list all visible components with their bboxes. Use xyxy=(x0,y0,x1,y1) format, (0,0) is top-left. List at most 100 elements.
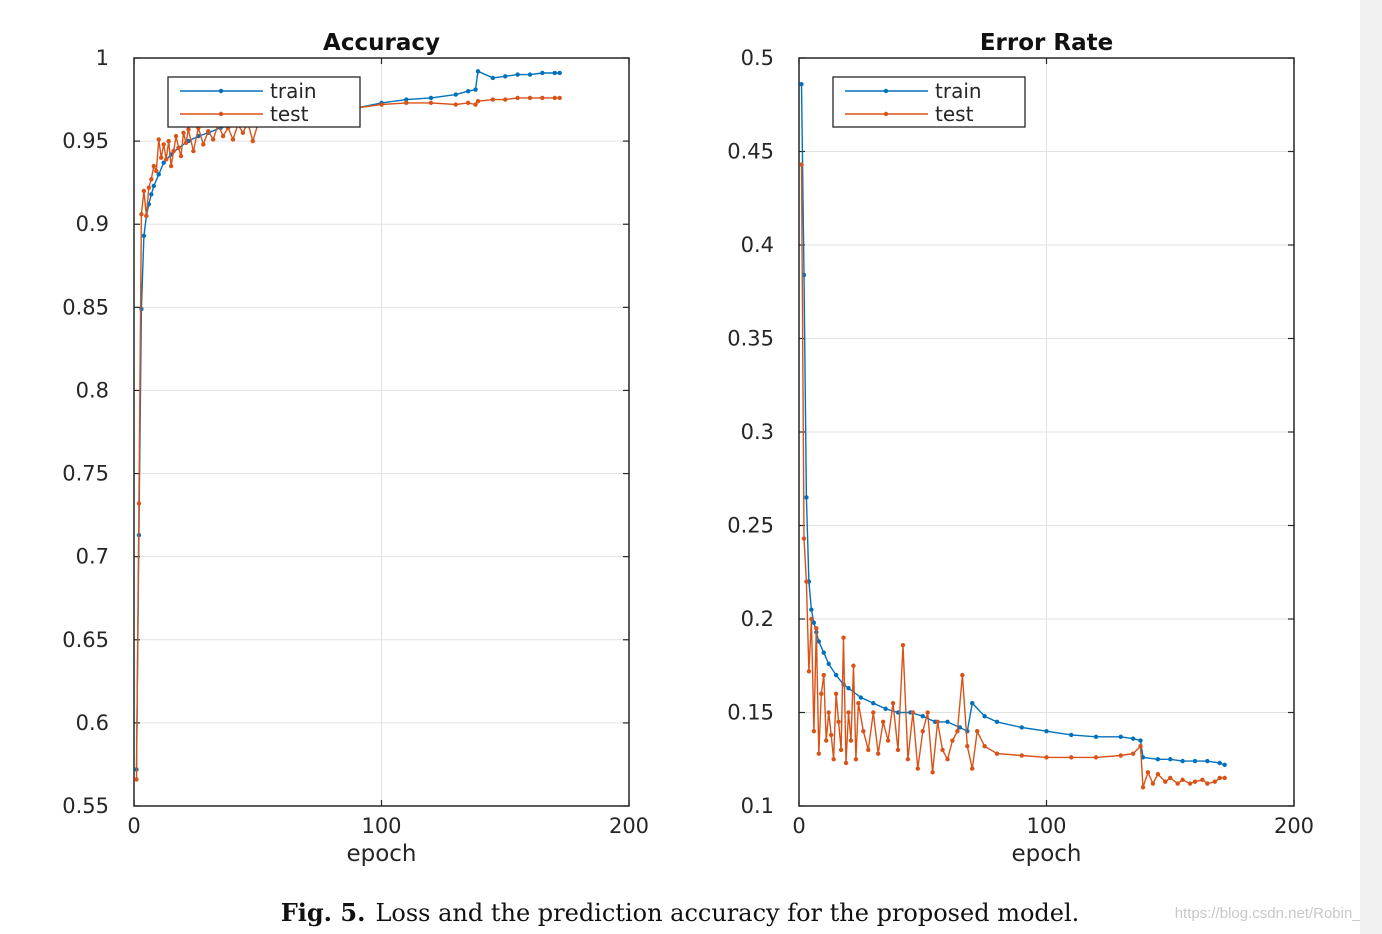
data-point-train xyxy=(1019,725,1024,730)
data-point-test xyxy=(1180,777,1185,783)
data-point-test xyxy=(527,95,533,101)
data-point-test xyxy=(809,616,814,622)
page-scrollbar[interactable] xyxy=(1360,0,1382,934)
data-point-test xyxy=(173,133,179,139)
caption-text: Loss and the prediction accuracy for the… xyxy=(375,899,1080,927)
data-point-test xyxy=(473,102,478,107)
data-point-test xyxy=(799,162,804,167)
data-point-test xyxy=(515,95,520,101)
y-tick-label: 0.2 xyxy=(741,607,774,631)
data-point-train xyxy=(404,97,409,102)
data-point-train xyxy=(1180,758,1185,764)
data-point-test xyxy=(220,133,226,139)
data-point-test xyxy=(1069,755,1074,760)
data-point-train xyxy=(970,700,975,706)
data-point-train xyxy=(826,661,831,667)
y-tick-label: 0.6 xyxy=(76,711,109,735)
data-point-test xyxy=(871,710,876,715)
data-point-test xyxy=(843,760,849,766)
data-point-test xyxy=(1217,775,1222,781)
y-tick-label: 0.15 xyxy=(727,701,774,725)
y-tick-label: 0.65 xyxy=(62,628,109,652)
data-point-test xyxy=(211,137,216,142)
data-point-train xyxy=(1192,758,1198,764)
data-point-test xyxy=(168,163,174,169)
y-tick-label: 0.7 xyxy=(76,545,109,569)
x-axis-label: epoch xyxy=(346,841,416,867)
data-point-test xyxy=(144,213,149,219)
x-tick-label: 200 xyxy=(609,814,649,838)
data-point-train xyxy=(156,172,161,177)
data-point-test xyxy=(453,102,458,107)
data-point-train xyxy=(453,92,458,97)
data-point-train xyxy=(1138,738,1143,743)
data-point-test xyxy=(833,691,839,696)
data-point-test xyxy=(846,710,851,715)
data-point-test xyxy=(930,770,935,775)
data-point-test xyxy=(970,766,975,771)
data-point-train xyxy=(920,714,925,719)
data-point-test xyxy=(876,751,881,756)
data-point-test xyxy=(1140,785,1146,790)
data-point-test xyxy=(178,153,184,159)
data-point-train xyxy=(1155,757,1161,762)
data-point-train xyxy=(552,70,557,76)
data-point-test xyxy=(1222,775,1227,781)
data-point-train xyxy=(557,70,562,76)
data-point-test xyxy=(475,99,481,104)
data-point-train xyxy=(1205,758,1210,764)
data-point-test xyxy=(960,672,965,678)
data-point-test xyxy=(890,700,896,706)
data-point-test xyxy=(156,137,161,142)
data-point-test xyxy=(935,719,940,725)
data-point-test xyxy=(994,751,1000,756)
data-point-test xyxy=(905,757,911,762)
data-point-test xyxy=(183,140,189,145)
data-point-train xyxy=(475,69,481,74)
data-point-test xyxy=(804,579,809,584)
x-tick-label: 100 xyxy=(361,814,401,838)
data-point-test xyxy=(828,732,834,738)
data-point-train xyxy=(809,607,814,612)
data-point-test xyxy=(149,177,154,182)
figure-caption: Fig. 5. Loss and the prediction accuracy … xyxy=(0,898,1360,927)
data-point-train xyxy=(503,74,508,79)
data-point-train xyxy=(804,495,809,500)
series-line-train xyxy=(135,70,560,770)
data-point-test xyxy=(139,212,144,217)
accuracy-chart: 0.55 0.6 0.65 0.7 0.75 0.8 0.85 0.9 0.95 1 0 100 200… xyxy=(62,30,649,867)
data-point-test xyxy=(404,100,409,106)
data-point-test xyxy=(191,148,196,154)
data-point-train xyxy=(473,87,478,92)
data-point-test xyxy=(1044,755,1049,760)
data-point-test xyxy=(540,95,545,101)
x-tick-label: 0 xyxy=(792,814,805,838)
data-point-train xyxy=(846,685,851,691)
chart-title: Accuracy xyxy=(323,30,440,56)
x-tick-label: 0 xyxy=(127,814,140,838)
data-point-train xyxy=(799,81,804,87)
data-point-train xyxy=(1217,760,1222,766)
chart-title: Error Rate xyxy=(980,30,1113,56)
data-point-test xyxy=(465,100,471,106)
data-point-test xyxy=(811,729,817,734)
data-point-test xyxy=(1168,775,1173,781)
data-point-test xyxy=(975,729,980,734)
data-point-test xyxy=(428,100,434,106)
y-tick-label: 0.3 xyxy=(741,420,774,444)
data-point-train xyxy=(1222,762,1227,768)
data-point-test xyxy=(1145,770,1151,775)
series-line-test xyxy=(135,97,560,780)
data-point-train xyxy=(1044,729,1049,734)
data-point-test xyxy=(186,127,191,132)
data-point-test xyxy=(816,751,821,756)
data-point-test xyxy=(206,128,211,134)
data-point-test xyxy=(171,148,176,154)
x-axis-label: epoch xyxy=(1011,841,1081,867)
data-point-test xyxy=(819,691,824,696)
data-point-train xyxy=(1093,734,1099,740)
data-point-test xyxy=(1118,753,1123,758)
data-point-train xyxy=(1130,736,1136,741)
y-tick-label: 0.55 xyxy=(62,794,109,818)
